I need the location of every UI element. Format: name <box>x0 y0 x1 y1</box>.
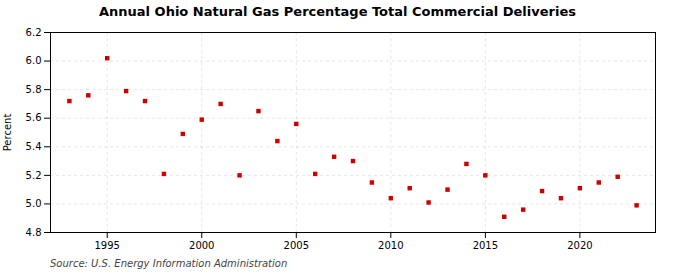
html-text:Annual Ohio Natural Gas Percen: Annual Ohio Natural Gas Percentage Total… <box>99 4 576 19</box>
svg-text:2005: 2005 <box>284 240 309 251</box>
svg-text:1995: 1995 <box>94 240 119 251</box>
svg-text:5.0: 5.0 <box>26 198 42 209</box>
svg-text:5.6: 5.6 <box>26 112 42 123</box>
svg-text:Percent: Percent <box>2 114 13 152</box>
svg-text:2010: 2010 <box>378 240 403 251</box>
html-text:Source: U.S. Energy Informatio: Source: U.S. Energy Information Administ… <box>50 258 288 269</box>
svg-text:2020: 2020 <box>567 240 592 251</box>
svg-text:5.2: 5.2 <box>26 170 42 181</box>
svg-text:2000: 2000 <box>189 240 214 251</box>
svg-text:5.4: 5.4 <box>26 141 42 152</box>
svg-text:2015: 2015 <box>473 240 498 251</box>
svg-text:4.8: 4.8 <box>26 227 42 238</box>
svg-text:6.2: 6.2 <box>26 27 42 38</box>
svg-text:6.0: 6.0 <box>26 55 42 66</box>
svg-text:5.8: 5.8 <box>26 84 42 95</box>
